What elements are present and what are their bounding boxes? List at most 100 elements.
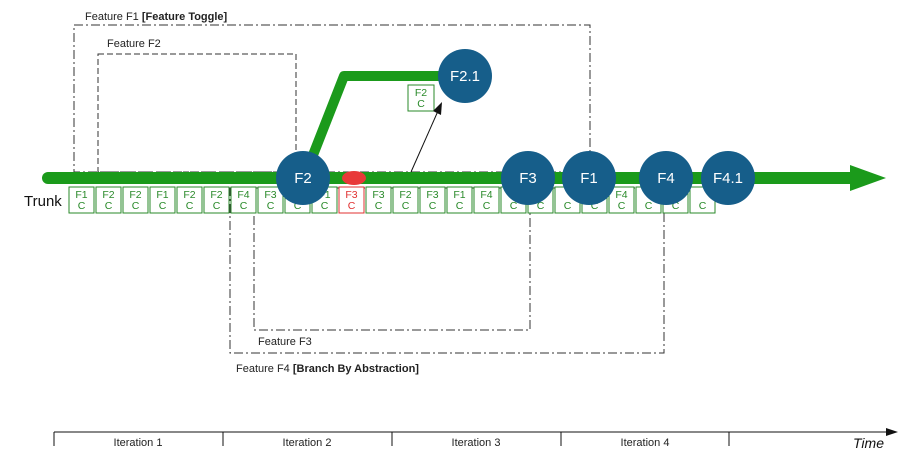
svg-text:F1: F1 — [580, 170, 598, 187]
commit-feature-label: F2 — [129, 189, 141, 201]
commit-box-frame — [68, 186, 95, 214]
commit-c-label: C — [591, 200, 599, 212]
svg-text:F3: F3 — [519, 170, 537, 187]
feature-f2-region — [97, 53, 297, 173]
commit-feature-label: F3 — [372, 189, 384, 201]
branch-commit: F2 C — [407, 84, 435, 112]
commit-box: F2C — [392, 186, 419, 214]
feature-f1-label: Feature F1 [Feature Toggle] — [85, 11, 228, 23]
commit-c-label: C — [213, 200, 221, 212]
commit-box: F2C — [203, 186, 230, 214]
iteration-1-label: Iteration 1 — [114, 437, 163, 449]
commit-box-frame — [365, 186, 392, 214]
branch-line-f2 — [299, 71, 464, 180]
commit-box: F3C — [419, 186, 446, 214]
commit-feature-label: F2 — [183, 189, 195, 201]
commit-c-label: C — [132, 200, 140, 212]
commit-box: F2C — [95, 186, 122, 214]
commit-feature-label: F1 — [453, 189, 465, 201]
commit-c-label: C — [186, 200, 194, 212]
commit-feature-label: F4 — [480, 189, 492, 201]
commit-box-frame — [446, 186, 473, 214]
commit-c-label: C — [294, 200, 302, 212]
merge-arrowhead — [433, 102, 442, 115]
time-label: Time — [853, 435, 884, 451]
timeline-arrowhead — [886, 428, 898, 436]
commit-c-label: C — [348, 200, 356, 212]
commit-c-label: C — [510, 200, 518, 212]
feature-f2-label: Feature F2 — [107, 38, 161, 50]
commit-feature-label: F3 — [264, 189, 276, 201]
commit-box: F3C — [257, 186, 284, 214]
commit-box: F1C — [446, 186, 473, 214]
commit-c-label: C — [78, 200, 86, 212]
commit-box-frame — [95, 186, 122, 214]
commit-c-label: C — [564, 200, 572, 212]
commit-box-frame — [149, 186, 176, 214]
svg-text:F4.1: F4.1 — [713, 170, 743, 187]
commit-box: F4C — [230, 186, 257, 214]
commit-c-label: C — [402, 200, 410, 212]
iteration-2-label: Iteration 2 — [283, 437, 332, 449]
commit-c-label: C — [267, 200, 275, 212]
commit-c-label: C — [645, 200, 653, 212]
commit-c-label: C — [429, 200, 437, 212]
commit-c-label: C — [537, 200, 545, 212]
commit-c-label: C — [672, 200, 680, 212]
svg-text:F2.1: F2.1 — [450, 68, 480, 85]
commit-box-frame — [257, 186, 284, 214]
commit-box-frame — [230, 186, 257, 214]
commit-c-label: C — [321, 200, 329, 212]
commit-c-label: C — [456, 200, 464, 212]
merge-arrow-line — [410, 110, 439, 173]
svg-text:C: C — [417, 98, 425, 110]
commit-feature-label: F3 — [426, 189, 438, 201]
commit-feature-label: F1 — [156, 189, 168, 201]
commit-c-label: C — [483, 200, 491, 212]
commit-feature-label: F2 — [399, 189, 411, 201]
commit-feature-label: F4 — [615, 189, 627, 201]
iteration-4-label: Iteration 4 — [621, 437, 670, 449]
commit-feature-label: F4 — [237, 189, 249, 201]
commit-box-frame — [338, 186, 365, 214]
commit-box-frame — [176, 186, 203, 214]
commit-box: F2C — [122, 186, 149, 214]
commit-c-label: C — [159, 200, 167, 212]
commit-box-frame — [122, 186, 149, 214]
commit-feature-label: F2 — [102, 189, 114, 201]
commit-box: F1C — [68, 186, 95, 214]
commit-c-label: C — [618, 200, 626, 212]
node-f4: F4 — [639, 151, 693, 205]
trunk-label: Trunk — [24, 193, 62, 210]
feature-f4-label: Feature F4 [Branch By Abstraction] — [236, 363, 419, 375]
commit-c-label: C — [375, 200, 383, 212]
node-f2: F2 — [276, 151, 330, 205]
commit-c-label: C — [105, 200, 113, 212]
node-f2-1: F2.1 — [438, 49, 492, 103]
node-f1: F1 — [562, 151, 616, 205]
svg-text:F2: F2 — [415, 87, 427, 99]
commit-feature-label: F1 — [75, 189, 87, 201]
commit-feature-label: F3 — [345, 189, 357, 201]
broken-build-marker — [342, 171, 366, 185]
commit-box: F2C — [176, 186, 203, 214]
commit-box-frame — [203, 186, 230, 214]
iteration-3-label: Iteration 3 — [452, 437, 501, 449]
node-f3: F3 — [501, 151, 555, 205]
commit-c-label: C — [699, 200, 707, 212]
commit-box-frame — [392, 186, 419, 214]
commit-c-label: C — [240, 200, 248, 212]
commit-box: F4C — [473, 186, 500, 214]
svg-text:F4: F4 — [657, 170, 675, 187]
commit-box-frame — [419, 186, 446, 214]
svg-text:F2: F2 — [294, 170, 312, 187]
commit-box-frame — [473, 186, 500, 214]
commit-feature-label: F2 — [210, 189, 222, 201]
node-f4-1: F4.1 — [701, 151, 755, 205]
feature-f3-label: Feature F3 — [258, 336, 312, 348]
feature-f3-region — [253, 187, 531, 331]
commit-box-frame — [608, 186, 635, 214]
commit-box: F1C — [149, 186, 176, 214]
